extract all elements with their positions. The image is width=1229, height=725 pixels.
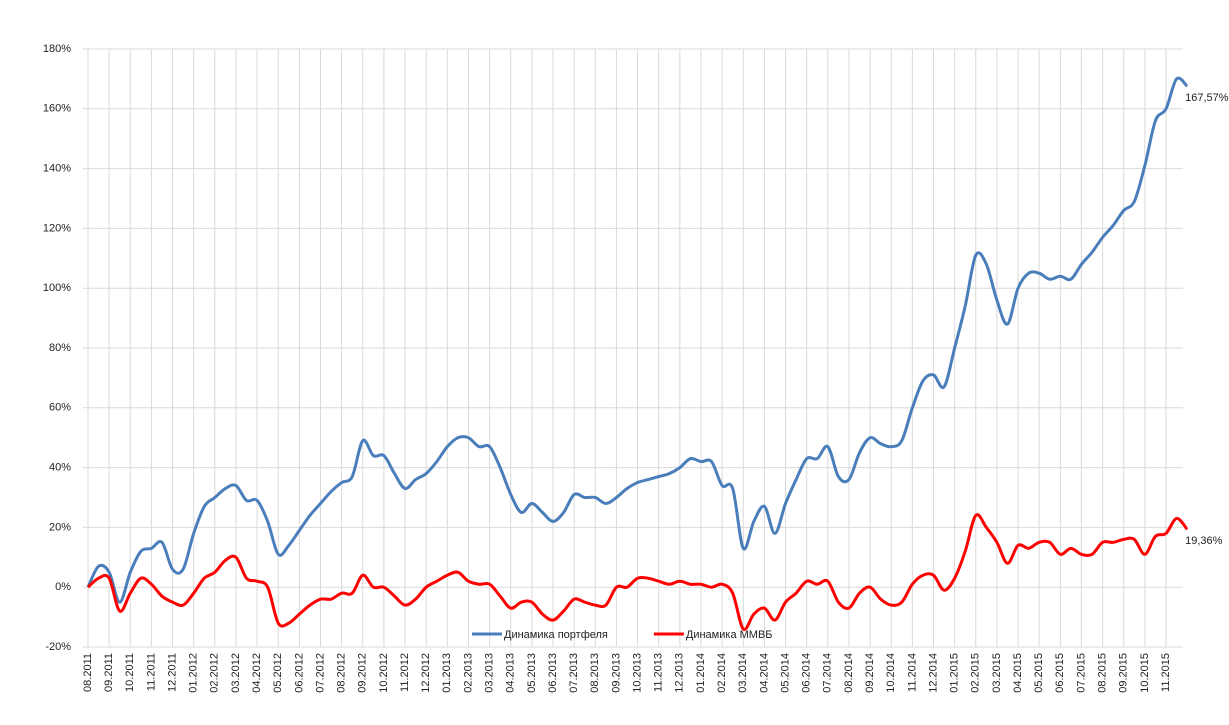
x-tick-label: 06.2012 xyxy=(293,653,305,693)
x-tick-label: 11.2012 xyxy=(399,653,411,692)
x-tick-label: 06.2015 xyxy=(1054,653,1066,693)
x-tick-label: 11.2014 xyxy=(906,653,918,692)
x-tick-label: 09.2013 xyxy=(610,653,622,693)
data-label: 19,36% xyxy=(1185,535,1223,547)
data-label: 167,57% xyxy=(1185,92,1229,104)
x-tick-label: 09.2015 xyxy=(1118,653,1130,693)
x-tick-label: 03.2014 xyxy=(737,653,749,693)
x-tick-label: 04.2012 xyxy=(251,653,263,693)
x-tick-label: 03.2012 xyxy=(230,653,242,693)
x-tick-label: 03.2013 xyxy=(484,653,496,693)
x-tick-label: 10.2014 xyxy=(885,653,897,693)
x-tick-label: 08.2012 xyxy=(336,653,348,693)
x-tick-label: 05.2013 xyxy=(526,653,538,693)
x-tick-label: 08.2014 xyxy=(843,653,855,693)
x-tick-label: 10.2013 xyxy=(631,653,643,693)
x-tick-label: 01.2015 xyxy=(949,653,961,693)
y-tick-label: 100% xyxy=(43,282,71,294)
y-tick-label: 60% xyxy=(49,402,71,414)
y-tick-label: 120% xyxy=(43,222,71,234)
x-tick-label: 02.2015 xyxy=(970,653,982,693)
y-tick-label: 0% xyxy=(55,581,71,593)
x-tick-label: 04.2014 xyxy=(758,653,770,693)
x-tick-label: 03.2015 xyxy=(991,653,1003,693)
x-tick-label: 12.2014 xyxy=(927,653,939,693)
line-series xyxy=(86,76,1189,604)
x-tick-label: 01.2012 xyxy=(188,653,200,693)
x-tick-label: 04.2013 xyxy=(505,653,517,693)
x-tick-label: 10.2012 xyxy=(378,653,390,693)
x-tick-label: 02.2013 xyxy=(462,653,474,693)
x-tick-label: 10.2011 xyxy=(124,653,136,692)
y-tick-label: 40% xyxy=(49,462,71,474)
x-tick-label: 12.2013 xyxy=(674,653,686,693)
x-tick-label: 09.2012 xyxy=(357,653,369,693)
x-tick-label: 08.2015 xyxy=(1096,653,1108,693)
x-tick-label: 01.2014 xyxy=(695,653,707,693)
x-tick-label: 02.2012 xyxy=(209,653,221,693)
line-series xyxy=(86,513,1189,632)
x-tick-label: 12.2011 xyxy=(166,653,178,692)
x-tick-label: 07.2015 xyxy=(1075,653,1087,693)
legend-label: Динамика портфеля xyxy=(504,629,608,641)
x-tick-label: 07.2013 xyxy=(568,653,580,693)
y-tick-label: 20% xyxy=(49,521,71,533)
x-tick-label: 06.2014 xyxy=(801,653,813,693)
x-tick-label: 09.2014 xyxy=(864,653,876,693)
x-tick-label: 11.2013 xyxy=(653,653,665,692)
y-tick-label: 180% xyxy=(43,43,71,55)
x-tick-label: 08.2013 xyxy=(589,653,601,693)
x-tick-label: 05.2014 xyxy=(779,653,791,693)
y-tick-label: 80% xyxy=(49,342,71,354)
x-tick-label: 04.2015 xyxy=(1012,653,1024,693)
x-tick-label: 08.2011 xyxy=(82,653,94,692)
x-tick-label: 07.2014 xyxy=(822,653,834,693)
x-tick-label: 01.2013 xyxy=(441,653,453,693)
x-tick-label: 06.2013 xyxy=(547,653,559,693)
x-tick-label: 07.2012 xyxy=(314,653,326,693)
x-tick-label: 09.2011 xyxy=(103,653,115,692)
x-tick-label: 10.2015 xyxy=(1139,653,1151,693)
y-tick-label: 160% xyxy=(43,103,71,115)
y-tick-label: -20% xyxy=(45,641,71,653)
x-tick-label: 12.2012 xyxy=(420,653,432,693)
x-tick-label: 02.2014 xyxy=(716,653,728,693)
x-tick-label: 05.2015 xyxy=(1033,653,1045,693)
x-tick-label: 11.2011 xyxy=(145,653,157,691)
x-tick-label: 11.2015 xyxy=(1160,653,1172,692)
legend-label: Динамика ММВБ xyxy=(686,629,773,641)
y-tick-label: 140% xyxy=(43,163,71,175)
x-tick-label: 05.2012 xyxy=(272,653,284,693)
